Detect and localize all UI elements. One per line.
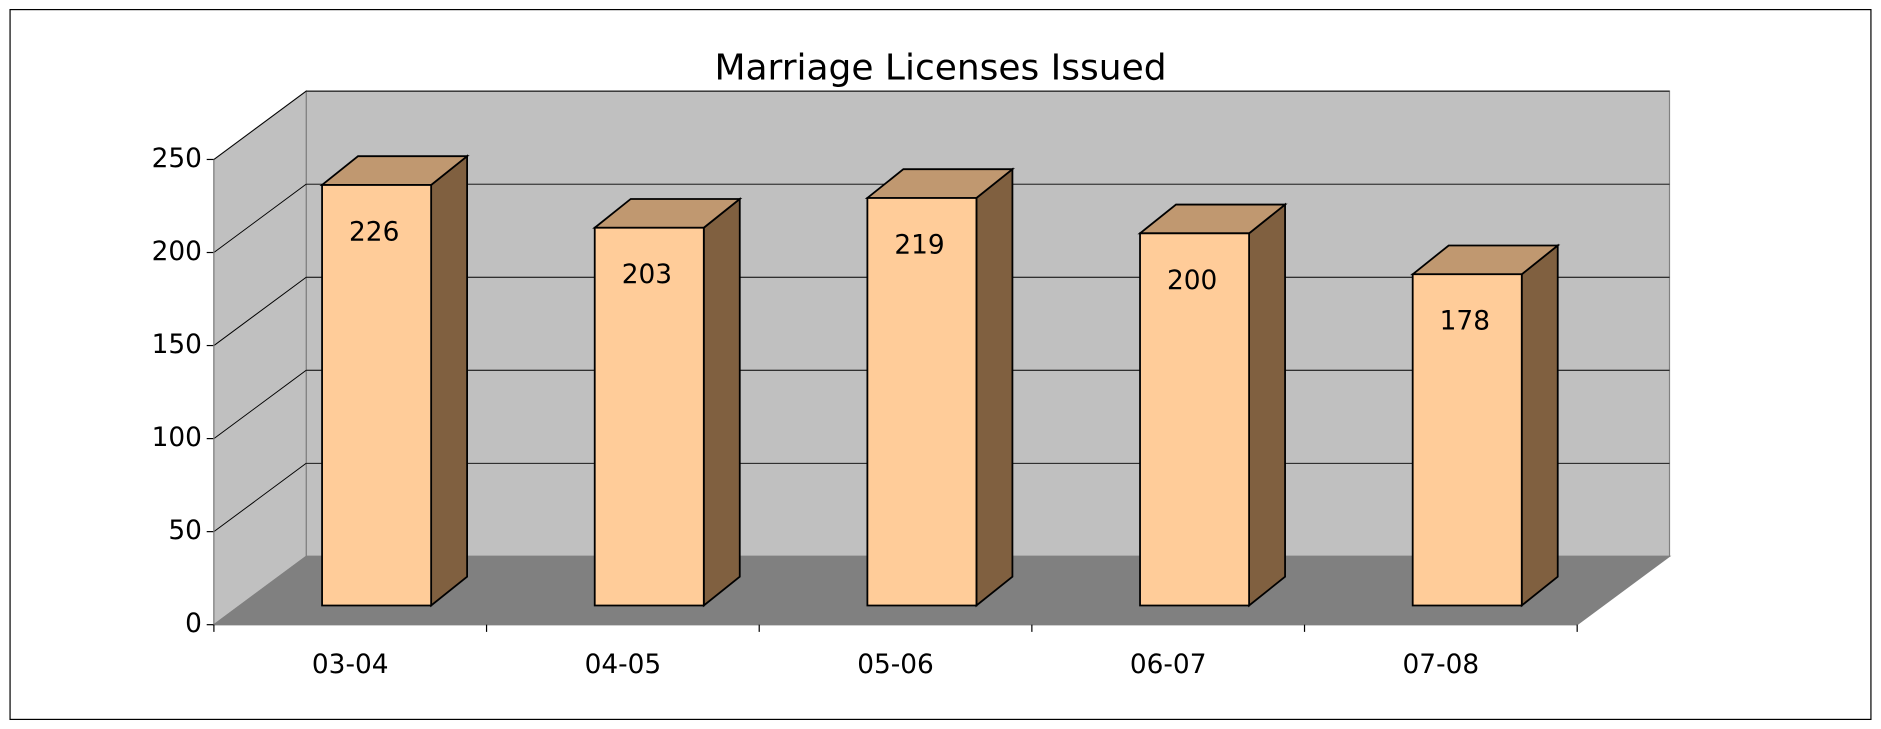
grid-line [213,183,307,253]
x-tick-label: 06-07 [1130,650,1207,680]
chart-title: Marriage Licenses Issued [714,48,1166,89]
grid-line [213,462,307,533]
y-tick-label: 200 [152,237,202,267]
bar [864,167,1015,608]
bar-side [1248,202,1286,608]
bar-front [1411,273,1523,607]
y-tick-label: 50 [168,516,202,546]
y-tick-label: 0 [185,609,202,639]
data-label: 219 [894,230,944,260]
bar-front [321,184,433,607]
data-label: 178 [1440,307,1490,337]
x-tick-label: 07-08 [1403,650,1480,680]
bar-front [593,226,705,607]
grid-line [213,90,307,160]
bar-side [430,154,469,608]
bar-side [702,197,741,608]
side-wall [213,89,307,626]
bar-side [1520,243,1559,608]
bar [319,154,470,608]
y-tick-label: 100 [152,423,202,453]
y-tick-label: 250 [152,144,202,174]
bar-front [866,197,978,607]
data-label: 200 [1167,266,1217,296]
bar-side [975,167,1014,608]
x-tick-label: 05-06 [857,650,934,680]
y-tick-label: 150 [152,330,202,360]
bar-front [1139,232,1251,607]
data-label: 226 [349,217,399,247]
data-label: 203 [622,260,672,290]
bar [592,197,743,608]
x-tick-label: 04-05 [585,650,662,680]
bar [1410,243,1561,608]
grid-line [213,276,307,346]
grid-line [213,369,307,439]
bar [1137,202,1288,608]
x-tick-label: 03-04 [312,650,389,680]
